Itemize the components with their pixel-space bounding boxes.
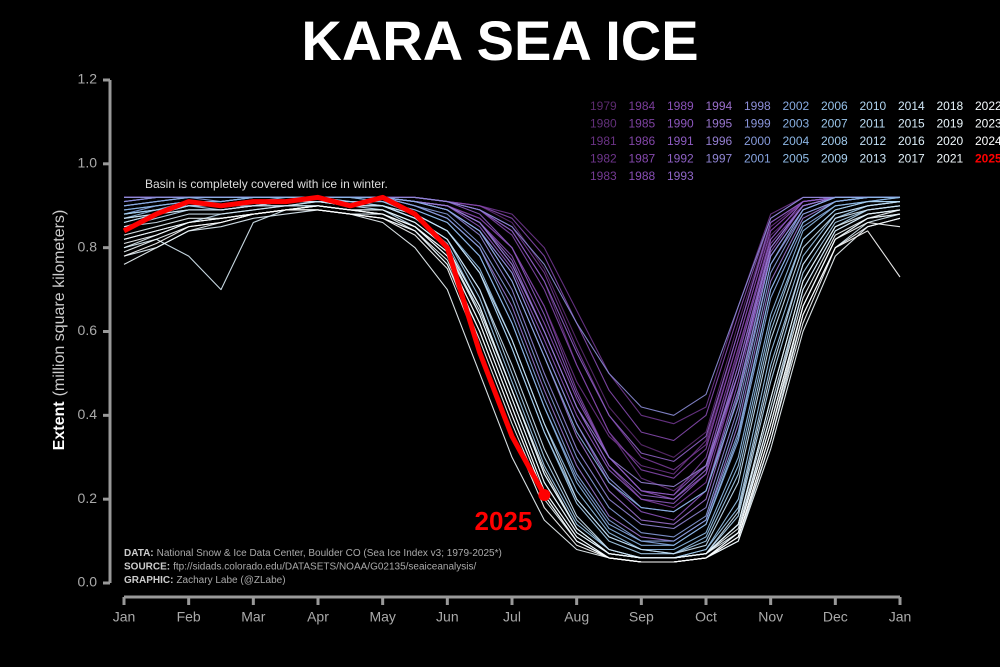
legend-entry: 1986	[629, 134, 656, 148]
note-text: National Snow & Ice Data Center, Boulder…	[157, 548, 502, 559]
x-tick-label: Jul	[503, 609, 521, 625]
x-tick-label: Dec	[823, 609, 848, 625]
y-tick-label: 0.6	[78, 322, 98, 338]
legend-entry: 1991	[667, 134, 694, 148]
series-line	[123, 196, 900, 546]
note-label: SOURCE:	[124, 561, 170, 572]
chart-title: KARA SEA ICE	[301, 9, 698, 72]
source-note: GRAPHIC: Zachary Labe (@ZLabe)	[124, 575, 286, 586]
legend-entry: 2014	[898, 99, 925, 113]
legend-entry: 2009	[821, 152, 848, 166]
legend-entry: 2000	[744, 134, 771, 148]
legend-entry: 2002	[783, 99, 810, 113]
legend-entry: 2003	[783, 117, 810, 131]
annotation: Basin is completely covered with ice in …	[145, 177, 388, 191]
legend-entry: 1995	[706, 117, 733, 131]
y-axis-label: Extent	[51, 401, 68, 451]
y-tick-label: 0.8	[78, 238, 98, 254]
legend-entry: 1996	[706, 134, 733, 148]
legend-entry: 1983	[590, 169, 617, 183]
y-tick-label: 1.0	[78, 155, 98, 171]
end-label: 2025	[474, 506, 532, 536]
legend-entry: 2023	[975, 117, 1000, 131]
x-tick-label: Jan	[889, 609, 912, 625]
legend-entry: 1990	[667, 117, 694, 131]
legend-entry: 1997	[706, 152, 733, 166]
legend-entry: 2024	[975, 134, 1000, 148]
y-tick-label: 0.0	[78, 574, 98, 590]
legend-entry: 2015	[898, 117, 925, 131]
legend-entry: 1993	[667, 169, 694, 183]
legend-entry: 2022	[975, 99, 1000, 113]
note-label: DATA:	[124, 548, 154, 559]
x-tick-label: May	[369, 609, 395, 625]
legend-entry: 1985	[629, 117, 656, 131]
legend-entry: 2017	[898, 152, 925, 166]
legend-entry: 2010	[860, 99, 887, 113]
legend-entry: 1989	[667, 99, 694, 113]
legend-entry: 1998	[744, 99, 771, 113]
legend-entry: 2016	[898, 134, 925, 148]
x-tick-label: Oct	[695, 609, 717, 625]
source-note: SOURCE: ftp://sidads.colorado.edu/DATASET…	[124, 561, 476, 572]
legend-entry: 2012	[860, 134, 887, 148]
x-tick-label: Jun	[436, 609, 459, 625]
x-tick-label: Mar	[241, 609, 265, 625]
note-text: ftp://sidads.colorado.edu/DATASETS/NOAA/…	[173, 561, 476, 572]
legend-entry: 1994	[706, 99, 733, 113]
source-note: DATA: National Snow & Ice Data Center, Bo…	[124, 548, 502, 559]
y-axis-unit: (million square kilometers)	[51, 210, 68, 397]
legend-entry: 2021	[937, 152, 964, 166]
legend-entry: 1999	[744, 117, 771, 131]
x-tick-label: Aug	[564, 609, 589, 625]
legend-entry: 1987	[629, 152, 656, 166]
legend-entry: 1981	[590, 134, 617, 148]
legend-entry: 2007	[821, 117, 848, 131]
legend-entry: 1982	[590, 152, 617, 166]
legend-entry: 2020	[937, 134, 964, 148]
highlight-line	[122, 194, 547, 497]
legend-entry: 2008	[821, 134, 848, 148]
y-axis-title: Extent (million square kilometers)	[51, 210, 68, 451]
legend-entry: 2011	[860, 117, 886, 131]
end-marker	[538, 488, 551, 501]
legend-entry: 1979	[590, 99, 617, 113]
legend-entry: 1984	[629, 99, 656, 113]
x-tick-label: Sep	[629, 609, 654, 625]
legend-entry: 1992	[667, 152, 694, 166]
x-tick-label: Apr	[307, 609, 329, 625]
y-tick-label: 1.2	[78, 71, 98, 87]
legend-entry: 1980	[590, 117, 617, 131]
y-tick-label: 0.4	[78, 406, 98, 422]
legend-entry: 2005	[783, 152, 810, 166]
note-text: Zachary Labe (@ZLabe)	[176, 575, 285, 586]
legend-entry: 2018	[937, 99, 964, 113]
legend-entry: 2004	[783, 134, 810, 148]
y-tick-label: 0.2	[78, 490, 98, 506]
series-line	[123, 201, 901, 559]
legend-entry: 2001	[744, 152, 771, 166]
legend-entry: 1988	[629, 169, 656, 183]
legend-entry: 2019	[937, 117, 964, 131]
x-tick-label: Nov	[758, 609, 783, 625]
legend-entry: 2006	[821, 99, 848, 113]
legend-entry: 2013	[860, 152, 887, 166]
legend-entry: 2025	[975, 152, 1000, 166]
x-tick-label: Feb	[177, 609, 201, 625]
note-label: GRAPHIC:	[124, 575, 173, 586]
x-tick-label: Jan	[113, 609, 136, 625]
